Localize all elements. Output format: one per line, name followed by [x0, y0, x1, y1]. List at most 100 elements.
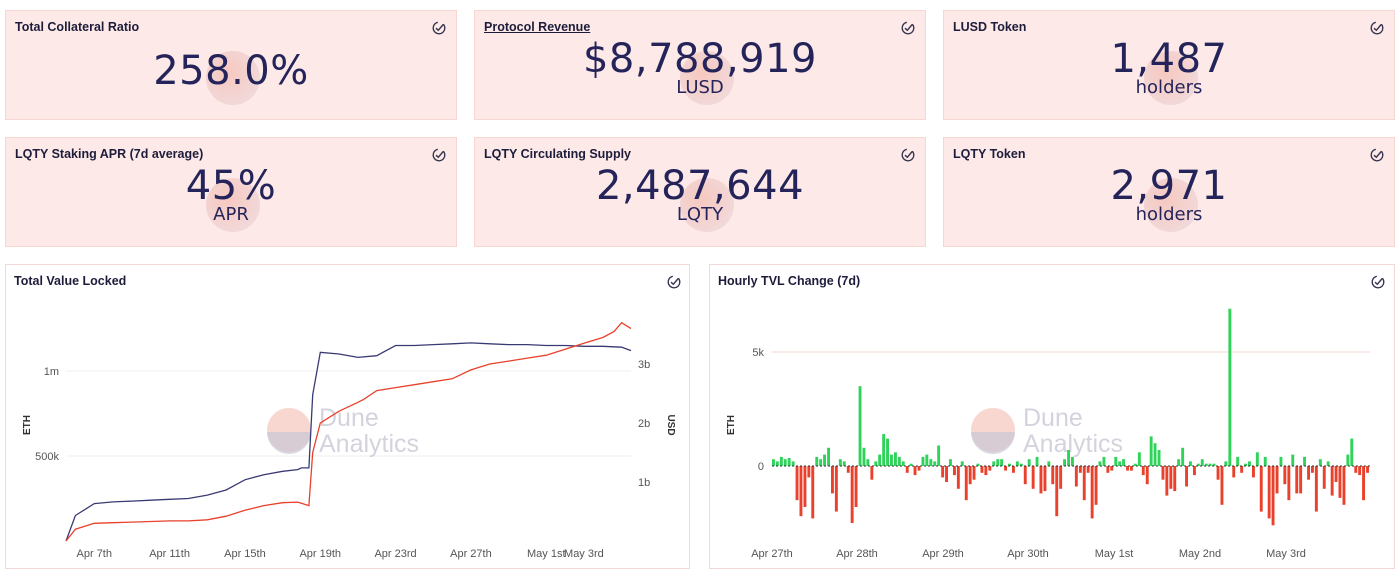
hourly-bar	[1185, 466, 1188, 487]
hourly-bar	[1004, 466, 1007, 471]
hourly-bar	[1338, 466, 1342, 498]
hourly-bar	[972, 466, 976, 480]
hourly-bar	[1122, 459, 1125, 466]
check-circle-icon[interactable]	[1370, 21, 1384, 35]
hourly-bar	[968, 466, 972, 485]
hourly-bar	[874, 461, 878, 466]
hourly-bar	[819, 459, 823, 466]
hourly-bar	[1314, 466, 1318, 512]
hourly-bar	[1161, 466, 1165, 480]
check-circle-icon[interactable]	[667, 275, 681, 289]
hourly-bar	[996, 459, 1000, 466]
kpi-card-title: LQTY Staking APR (7d average)	[15, 147, 204, 161]
x-tick-label: Apr 15th	[224, 548, 266, 560]
hourly-bar	[988, 466, 992, 471]
hourly-bar	[1208, 463, 1212, 466]
hourly-bar	[795, 466, 799, 501]
kpi-card-title[interactable]: Protocol Revenue	[484, 20, 591, 34]
hourly-bar	[937, 445, 941, 466]
hourly-bar	[1051, 466, 1055, 485]
hourly-bar	[886, 438, 889, 466]
kpi-card: Protocol Revenue $8,788,919 LUSD	[474, 10, 926, 120]
hourly-bar	[980, 466, 984, 473]
kpi-card-title: LQTY Circulating Supply	[484, 147, 632, 161]
hourly-bar	[1358, 466, 1362, 476]
dune-watermark-dot	[206, 178, 260, 232]
dune-watermark-dot	[680, 178, 734, 232]
tvl-chart-panel: Total Value Locked Dune Analytics 500k 1m 1b…	[5, 264, 690, 569]
hourly-bar	[1015, 461, 1019, 466]
hourly-bar	[1071, 456, 1074, 466]
dune-watermark-dot	[1144, 51, 1198, 105]
hourly-bar	[1126, 466, 1129, 471]
hourly-bar	[1173, 466, 1177, 492]
hourly-bar	[1303, 456, 1306, 466]
hourly-bar	[1145, 466, 1149, 485]
hourly-bar	[1212, 463, 1216, 466]
hourly-bar	[992, 461, 996, 466]
kpi-value: 258.0%	[153, 48, 309, 94]
check-circle-icon[interactable]	[432, 21, 446, 35]
check-circle-icon[interactable]	[901, 21, 915, 35]
hourly-bar	[905, 466, 909, 473]
kpi-card-title: LUSD Token	[953, 20, 1027, 34]
hourly-bar	[1346, 454, 1350, 466]
x-tick-label: Apr 30th	[1007, 548, 1049, 560]
hourly-bar	[1236, 456, 1240, 466]
x-tick-label: May 3rd	[564, 548, 604, 560]
hourly-bar	[1334, 466, 1338, 482]
hourly-bar	[1311, 466, 1314, 473]
check-circle-icon[interactable]	[432, 148, 446, 162]
x-tick-label: Apr 27th	[450, 548, 492, 560]
check-circle-icon[interactable]	[1370, 148, 1384, 162]
kpi-value: 45%	[185, 163, 277, 209]
kpi-card: LQTY Circulating Supply 2,487,644 LQTY	[474, 137, 926, 247]
hourly-bar	[1299, 466, 1303, 494]
hourly-bar	[1047, 461, 1051, 466]
hourly-bar	[1271, 466, 1275, 526]
hourly-bar	[925, 454, 929, 466]
y-tick-label: 5k	[752, 347, 764, 359]
hourly-bar	[854, 466, 858, 507]
hourly-bar	[866, 459, 870, 466]
hourly-bar	[831, 466, 834, 494]
hourly-bar	[803, 466, 807, 507]
kpi-value: 2,487,644	[595, 163, 805, 209]
watermark-text: Analytics	[1023, 430, 1123, 458]
hourly-bar	[1094, 466, 1098, 505]
kpi-subtitle: LUSD	[676, 77, 724, 98]
hourly-bar	[1224, 461, 1228, 466]
hourly-bar	[1169, 466, 1173, 489]
hourly-bar	[1307, 466, 1310, 480]
hourly-bar	[1330, 466, 1334, 496]
dune-watermark-dot	[206, 51, 260, 105]
hourly-bar	[1074, 466, 1078, 487]
hourly-bar	[1149, 436, 1153, 466]
hourly-bar	[1055, 466, 1059, 517]
hourly-bar	[1090, 466, 1094, 519]
hourly-bar	[1110, 466, 1114, 471]
hourly-bar	[1027, 459, 1031, 466]
check-circle-icon[interactable]	[1371, 275, 1385, 289]
hourly-bar	[1133, 463, 1137, 466]
kpi-value: $8,788,919	[582, 36, 818, 82]
check-circle-icon[interactable]	[901, 148, 915, 162]
hourly-bar	[964, 466, 968, 501]
hourly-bar	[815, 456, 819, 466]
hourly-bar	[894, 452, 897, 466]
hourly-bar	[909, 463, 913, 466]
hourly-bar	[787, 458, 791, 466]
hourly-bar	[1216, 466, 1220, 480]
y-right-tick-label: 2b	[638, 418, 650, 430]
hourly-bar	[1137, 452, 1141, 466]
kpi-card: LUSD Token 1,487 holders	[943, 10, 1395, 120]
hourly-bar	[1366, 466, 1369, 473]
x-tick-label: Apr 27th	[751, 548, 793, 560]
kpi-card: LQTY Token 2,971 holders	[943, 137, 1395, 247]
hourly-bar	[1318, 459, 1322, 466]
hourly-bar	[960, 461, 964, 466]
hourly-bar	[1350, 438, 1354, 466]
hourly-bar	[834, 466, 838, 512]
